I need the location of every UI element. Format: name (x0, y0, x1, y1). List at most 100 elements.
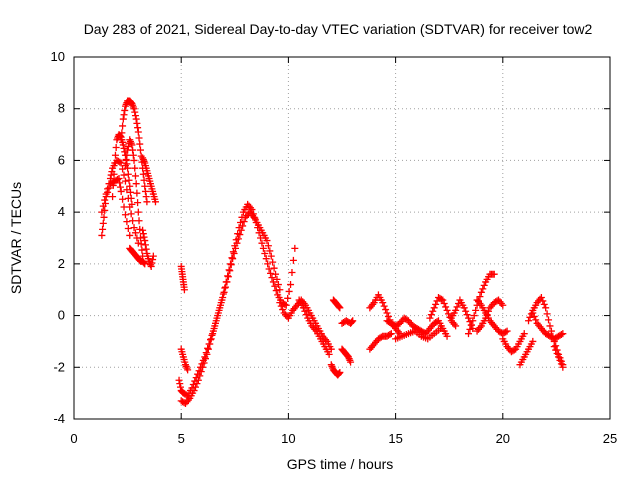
data-point (264, 242, 272, 250)
data-point (109, 193, 117, 201)
data-point (552, 346, 560, 354)
data-point (100, 213, 108, 221)
data-point (121, 177, 129, 185)
data-point (130, 156, 138, 164)
data-point (480, 281, 488, 289)
data-point (121, 106, 129, 114)
data-point (546, 322, 554, 330)
data-point (141, 182, 149, 190)
data-point (467, 321, 475, 329)
axis-ticks (73, 56, 611, 420)
data-point (201, 355, 209, 363)
data-point (263, 237, 271, 245)
data-point (483, 311, 491, 319)
data-point (102, 190, 110, 198)
y-tick-label: 6 (58, 152, 65, 167)
series-arc-28 (499, 330, 528, 356)
data-point (439, 296, 447, 304)
data-point (105, 180, 113, 188)
data-point (124, 170, 132, 178)
data-point (236, 231, 244, 239)
data-point (142, 193, 150, 201)
data-point (269, 278, 277, 286)
data-point (117, 159, 125, 167)
y-tick-label: 10 (51, 49, 65, 64)
data-point (440, 300, 448, 308)
series-arc-12 (177, 262, 188, 294)
data-point (227, 261, 235, 269)
data-point (98, 231, 106, 239)
data-point (556, 356, 564, 364)
data-point (270, 264, 278, 272)
data-point (184, 366, 192, 374)
data-point (125, 176, 133, 184)
data-point (106, 175, 114, 183)
data-point (276, 286, 284, 294)
data-point (132, 115, 140, 123)
data-point (142, 245, 150, 253)
data-point (127, 210, 135, 218)
data-point (131, 229, 139, 237)
data-point (427, 311, 435, 319)
data-point (138, 246, 146, 254)
data-point (128, 200, 136, 208)
data-point (452, 306, 460, 314)
data-point (207, 336, 215, 344)
data-point (336, 304, 344, 312)
data-point (469, 317, 477, 325)
gridlines (74, 57, 610, 419)
x-tick-label: 5 (178, 431, 185, 446)
data-point (276, 299, 284, 307)
data-point (284, 294, 292, 302)
data-point (272, 287, 280, 295)
data-point (227, 260, 235, 268)
data-point (115, 175, 123, 183)
data-point (261, 250, 269, 258)
data-point (529, 309, 537, 317)
data-point (466, 325, 474, 333)
data-point (462, 307, 470, 315)
data-point (302, 311, 310, 319)
data-point (112, 144, 120, 151)
data-point (197, 368, 205, 376)
data-point (128, 141, 136, 149)
data-point (139, 230, 147, 238)
data-point (539, 297, 547, 305)
data-point (180, 286, 188, 294)
data-point (432, 300, 440, 308)
data-point (299, 304, 307, 312)
data-point (175, 376, 183, 384)
data-point (204, 345, 212, 353)
series-arc-04 (117, 97, 151, 206)
x-tick-label: 25 (603, 431, 617, 446)
data-point (503, 327, 511, 335)
data-point (196, 372, 204, 380)
data-point (379, 299, 387, 307)
data-point (147, 262, 155, 270)
series-arc-29 (516, 337, 537, 369)
data-point (213, 314, 221, 322)
series-arc-16 (329, 296, 344, 312)
data-point (443, 332, 451, 340)
data-point (529, 337, 537, 345)
data-point (387, 330, 395, 338)
series-arc-08 (139, 226, 157, 270)
y-tick-label: 8 (58, 101, 65, 116)
data-point (226, 267, 234, 275)
data-point (141, 241, 149, 249)
data-point (119, 141, 127, 149)
series-arc-14 (295, 296, 333, 358)
data-point (349, 317, 357, 325)
data-point (223, 278, 231, 286)
data-point (116, 158, 124, 166)
data-point (129, 217, 137, 225)
data-point (119, 122, 127, 130)
data-point (470, 312, 478, 320)
x-axis-label: GPS time / hours (287, 456, 394, 472)
data-point (221, 284, 229, 292)
data-point (219, 293, 227, 301)
data-point (212, 319, 220, 327)
data-point (191, 383, 199, 391)
data-point (530, 312, 538, 320)
data-point (472, 306, 480, 314)
